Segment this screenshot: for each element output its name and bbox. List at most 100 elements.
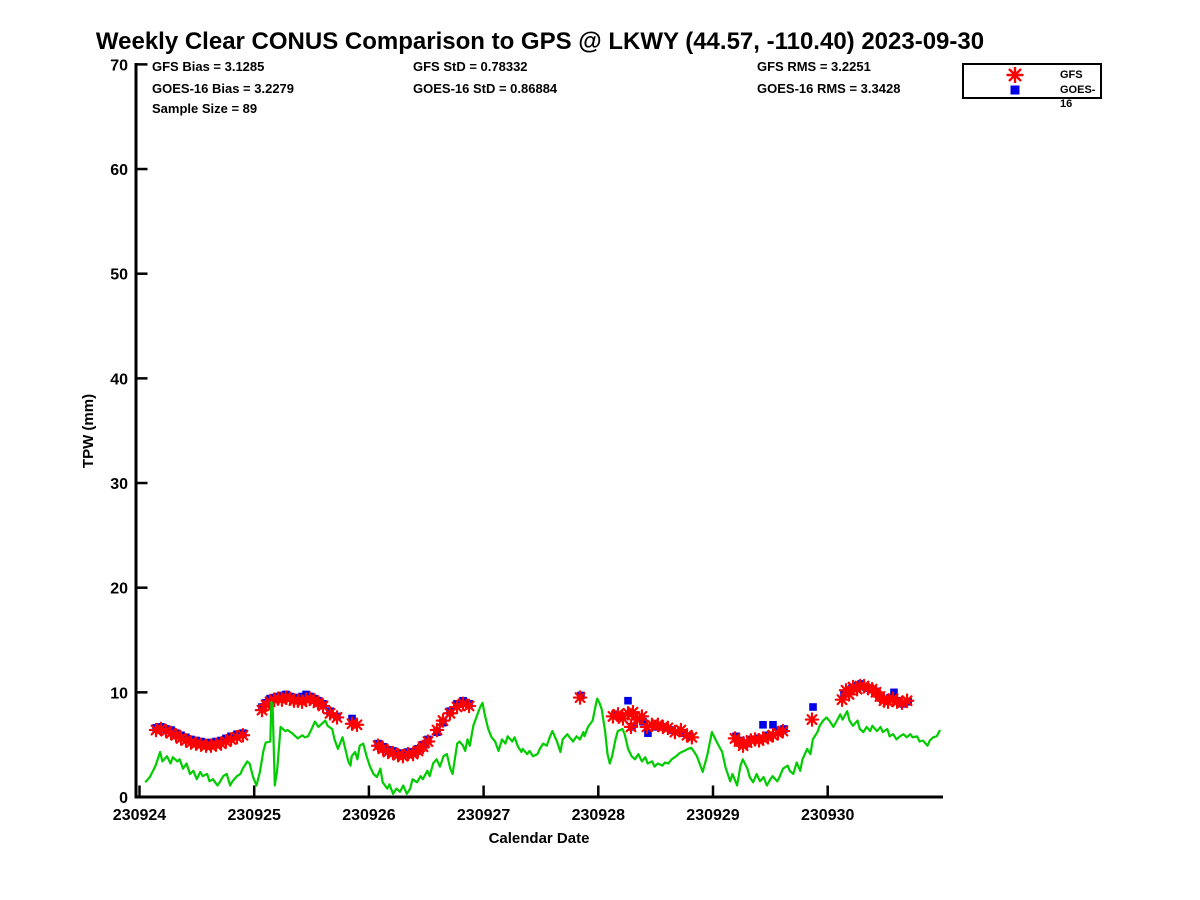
gfs-point <box>623 719 639 735</box>
gfs-point <box>153 721 169 737</box>
goes16-point <box>624 696 632 705</box>
gfs-point <box>856 678 872 694</box>
legend-item-gfs: GFS <box>964 66 1100 84</box>
gfs-point <box>218 734 234 749</box>
y-tick-label: 20 <box>110 581 128 598</box>
gfs-point <box>673 722 689 738</box>
gfs-point <box>845 679 861 695</box>
gfs-point <box>282 691 298 706</box>
gfs-point <box>274 692 290 707</box>
square-icon <box>1010 85 1020 95</box>
y-tick-label: 0 <box>119 790 128 807</box>
gfs-point <box>841 687 857 702</box>
gfs-point <box>679 727 695 743</box>
y-tick-label: 10 <box>110 685 128 702</box>
gfs-point <box>213 736 229 751</box>
asterisk-icon <box>1000 66 1030 84</box>
gfs-point <box>310 695 326 711</box>
y-tick-label: 60 <box>110 162 128 179</box>
x-tick-label: 230926 <box>342 807 395 824</box>
x-axis-label: Calendar Date <box>489 830 590 847</box>
gfs-point <box>751 733 767 748</box>
gfs-point <box>302 691 318 706</box>
square-icon <box>1000 82 1030 98</box>
series-goes-16 <box>152 680 912 758</box>
legend-item-goes16: GOES-16 <box>964 82 1100 110</box>
gfs-point <box>405 746 421 762</box>
y-tick-label: 40 <box>110 371 128 388</box>
gfs-point <box>385 745 401 761</box>
stat-sample-size: Sample Size = 89 <box>152 101 258 116</box>
gfs-point <box>461 698 477 714</box>
gfs-point <box>294 694 310 710</box>
gfs-point <box>329 710 345 725</box>
gfs-point <box>765 727 781 743</box>
series-gps <box>144 697 942 796</box>
gfs-point <box>173 731 189 746</box>
gfs-point <box>349 717 365 733</box>
gfs-point <box>449 699 465 715</box>
gfs-point <box>370 738 386 754</box>
gfs-point <box>429 722 445 738</box>
gfs-point <box>684 730 700 745</box>
x-tick-label: 230924 <box>113 807 166 824</box>
gfs-point <box>223 732 239 747</box>
x-tick-label: 230930 <box>801 807 854 824</box>
gfs-point <box>660 720 676 736</box>
x-tick-label: 230928 <box>572 807 625 824</box>
page-title: Weekly Clear CONUS Comparison to GPS @ L… <box>95 28 985 55</box>
gfs-point <box>739 735 755 750</box>
gfs-point <box>899 693 915 709</box>
gfs-point <box>163 725 179 741</box>
legend-label-gfs: GFS <box>1060 69 1083 81</box>
gfs-point <box>650 717 666 733</box>
legend: GFS GOES-16 <box>962 63 1102 110</box>
gfs-point <box>894 695 910 711</box>
gfs-point <box>235 727 251 743</box>
gfs-point <box>880 694 896 710</box>
stat-gfs-std: GFS StD = 0.78332 <box>413 59 528 74</box>
gfs-point <box>262 694 278 710</box>
gfs-point <box>420 734 436 749</box>
gfs-point <box>315 698 331 714</box>
gps-line <box>144 697 942 796</box>
gfs-point <box>834 692 850 707</box>
series-gfs <box>148 678 915 764</box>
gfs-point <box>760 730 776 745</box>
stat-goes16-std: GOES-16 StD = 0.86884 <box>413 81 558 96</box>
x-tick-label: 230925 <box>228 807 281 824</box>
gfs-point <box>639 719 655 735</box>
goes16-point <box>769 720 777 729</box>
gfs-point <box>306 693 322 709</box>
y-axis-label: TPW (mm) <box>80 394 97 468</box>
gfs-point <box>629 712 645 727</box>
stat-goes16-rms: GOES-16 RMS = 3.3428 <box>757 81 901 96</box>
gfs-point <box>435 713 451 728</box>
y-tick-label: 30 <box>110 476 128 493</box>
gfs-point <box>322 705 338 721</box>
gfs-point <box>1006 66 1024 84</box>
stat-gfs-bias: GFS Bias = 3.1285 <box>152 59 265 74</box>
gfs-point <box>158 723 174 739</box>
gfs-point <box>572 690 588 705</box>
gfs-point <box>168 727 184 743</box>
gfs-point <box>395 748 411 764</box>
gfs-point <box>770 725 786 741</box>
gfs-point <box>605 709 621 724</box>
gfs-point <box>775 723 791 739</box>
gfs-point <box>804 712 820 727</box>
gfs-point <box>455 696 471 712</box>
gfs-point <box>375 741 391 757</box>
y-tick-label: 50 <box>110 267 128 284</box>
x-tick-label: 230929 <box>686 807 739 824</box>
y-tick-label: 70 <box>110 57 128 74</box>
gfs-point <box>442 705 458 721</box>
legend-label-goes16: GOES-16 <box>1060 84 1096 110</box>
x-tick-label: 230927 <box>457 807 510 824</box>
gfs-point <box>178 733 194 748</box>
gfs-point <box>229 730 245 745</box>
stat-gfs-rms: GFS RMS = 3.2251 <box>757 59 871 74</box>
gfs-point <box>634 709 650 724</box>
